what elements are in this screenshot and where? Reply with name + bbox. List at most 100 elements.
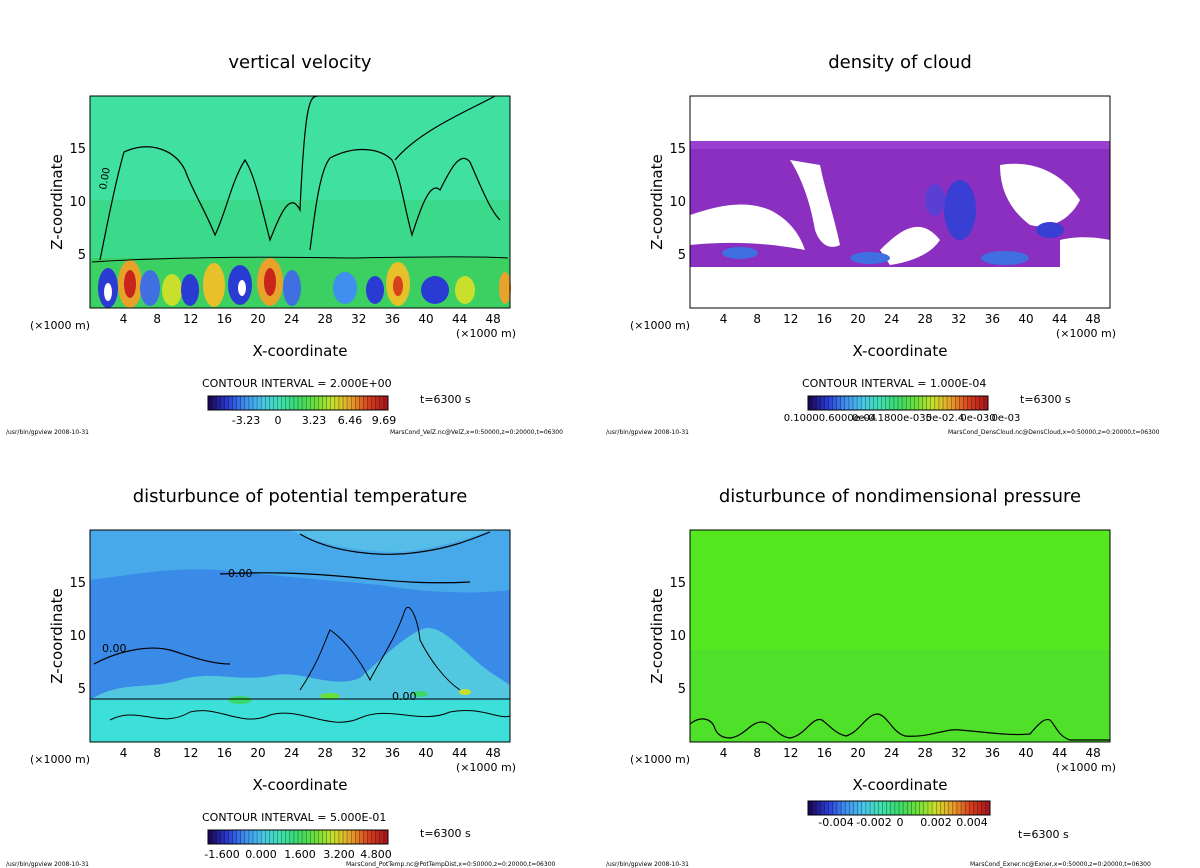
colorbar-segment bbox=[310, 396, 315, 410]
surface-layer bbox=[90, 699, 510, 742]
colorbar-segment bbox=[228, 396, 233, 410]
colorbar-segment bbox=[269, 396, 274, 410]
colorbar-segment bbox=[212, 396, 217, 410]
colorbar-segment bbox=[890, 801, 896, 815]
plot-area: 0.00 bbox=[89, 95, 511, 309]
x-tick-label: 4 bbox=[120, 312, 128, 326]
colorbar-segment bbox=[326, 396, 332, 410]
warm-patch bbox=[228, 696, 252, 704]
x-unit-label-left: (×1000 m) bbox=[630, 319, 690, 332]
colorbar-segment bbox=[940, 801, 945, 815]
x-tick-label: 36 bbox=[385, 746, 400, 760]
colorbar-segment bbox=[314, 396, 319, 410]
colorbar-segment bbox=[334, 830, 340, 844]
colorbar-segment bbox=[261, 396, 266, 410]
colorbar-segment bbox=[832, 396, 837, 410]
clear-gap bbox=[1060, 237, 1110, 267]
y-tick-label: 5 bbox=[678, 682, 686, 697]
colorbar-tick-label: 0e-03 bbox=[992, 413, 1021, 424]
colorbar-tick-label: 0e-030 bbox=[960, 413, 995, 424]
x-unit-label-left: (×1000 m) bbox=[30, 319, 90, 332]
colorbar-segment bbox=[969, 801, 974, 815]
colorbar-segment bbox=[363, 396, 368, 410]
colorbar-segment bbox=[322, 396, 327, 410]
x-tick-label: 24 bbox=[284, 746, 299, 760]
colorbar-segment bbox=[359, 396, 364, 410]
x-tick-label: 32 bbox=[351, 312, 366, 326]
colorbar-segment bbox=[857, 396, 862, 410]
colorbar-segment bbox=[232, 830, 237, 844]
colorbar-tick-label: -3.23 bbox=[232, 414, 260, 427]
colorbar-segment bbox=[959, 396, 964, 410]
colorbar-segment bbox=[967, 396, 972, 410]
colorbar-segment bbox=[894, 801, 900, 815]
colorbar-segment bbox=[889, 396, 895, 410]
colorbar-segment bbox=[919, 801, 925, 815]
footer-left: /usr/bin/gpview 2008-10-31 bbox=[6, 429, 89, 436]
colorbar-segment bbox=[338, 396, 344, 410]
colorbar-segment bbox=[836, 801, 842, 815]
x-tick-label: 28 bbox=[318, 746, 333, 760]
x-tick-label: 8 bbox=[153, 746, 161, 760]
warm-patch bbox=[412, 691, 428, 697]
colorbar-segment bbox=[973, 801, 978, 815]
plot-frame bbox=[89, 95, 511, 309]
y-tick-labels: 5 10 15 bbox=[69, 142, 86, 263]
contour-line bbox=[309, 148, 501, 251]
cell-downdraft-core bbox=[238, 280, 246, 296]
footer-right: MarsCond_Exner.nc@Exner,x=0:50000,z=0:20… bbox=[970, 861, 1151, 868]
x-tick-label: 36 bbox=[985, 746, 1000, 760]
colorbar-segment bbox=[865, 396, 870, 410]
x-tick-label: 32 bbox=[351, 746, 366, 760]
colorbar-segment bbox=[981, 801, 987, 815]
colorbar-segment bbox=[947, 396, 952, 410]
x-tick-label: 24 bbox=[884, 312, 899, 326]
x-tick-label: 8 bbox=[153, 312, 161, 326]
turbulent-zone bbox=[90, 628, 510, 700]
colorbar-segment bbox=[375, 396, 381, 410]
colorbar-segment bbox=[938, 396, 944, 410]
colorbar-segment bbox=[306, 396, 311, 410]
colorbar-segment bbox=[285, 396, 291, 410]
colorbar-segment bbox=[878, 801, 883, 815]
colorbar-segment bbox=[899, 801, 904, 815]
colorbar-tick-label: 0.004 bbox=[956, 816, 988, 829]
cell-downdraft bbox=[366, 276, 384, 304]
colorbar bbox=[207, 829, 389, 845]
colorbar-segment bbox=[882, 801, 887, 815]
colorbar-segment bbox=[808, 396, 813, 410]
contour-label: 0.00 bbox=[98, 167, 113, 191]
colorbar-segment bbox=[816, 396, 821, 410]
colorbar-segment bbox=[936, 801, 941, 815]
colorbar-segment bbox=[363, 830, 368, 844]
contour-line bbox=[93, 647, 231, 665]
x-tick-label: 44 bbox=[1052, 312, 1067, 326]
y-tick-label: 10 bbox=[669, 629, 686, 644]
panel-title: disturbunce of potential temperature bbox=[133, 486, 468, 507]
colorbar-segment bbox=[956, 801, 962, 815]
colorbar-segment bbox=[273, 396, 278, 410]
colorbar-segment bbox=[812, 801, 817, 815]
upper-lobe bbox=[290, 530, 490, 552]
colorbar-segment bbox=[877, 396, 882, 410]
x-tick-label: 8 bbox=[753, 312, 761, 326]
colorbar-segment bbox=[371, 830, 377, 844]
cell-downdraft bbox=[421, 276, 449, 304]
contour-label: 0.00 bbox=[228, 567, 253, 580]
colorbar-segment bbox=[930, 396, 936, 410]
colorbar-segment bbox=[224, 396, 229, 410]
warm-patch bbox=[320, 693, 340, 699]
y-tick-label: 15 bbox=[669, 576, 686, 591]
colorbar-segment bbox=[322, 830, 327, 844]
x-tick-label: 32 bbox=[951, 746, 966, 760]
colorbar-segment bbox=[285, 830, 291, 844]
colorbar-tick-labels: -0.004 -0.002 0 0.002 0.004 bbox=[818, 816, 987, 829]
cell-updraft bbox=[162, 274, 182, 306]
colorbar-segment bbox=[216, 396, 221, 410]
footer-left: /usr/bin/gpview 2008-10-31 bbox=[606, 861, 689, 868]
y-tick-label: 10 bbox=[669, 195, 686, 210]
colorbar-segment bbox=[293, 396, 299, 410]
colorbar-segment bbox=[824, 396, 829, 410]
y-tick-label: 15 bbox=[69, 142, 86, 157]
colorbar-segment bbox=[367, 830, 372, 844]
